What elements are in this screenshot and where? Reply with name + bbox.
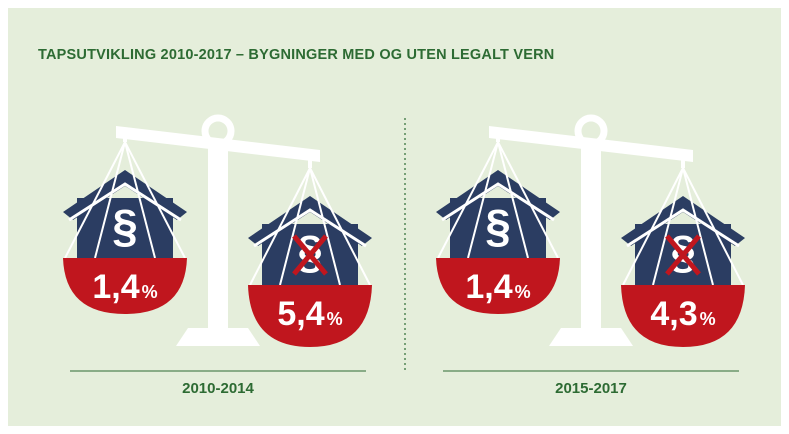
- value-number: 1,4: [92, 268, 139, 306]
- period-label: 2015-2017: [555, 380, 627, 397]
- scale-post: [581, 140, 601, 332]
- section-icon: §: [485, 200, 511, 252]
- value-number: 5,4: [277, 295, 324, 333]
- value-unit: %: [142, 282, 158, 302]
- scale-base: [549, 328, 633, 346]
- title: TAPSUTVIKLING 2010-2017 – BYGNINGER MED …: [38, 47, 554, 63]
- infographic: TAPSUTVIKLING 2010-2017 – BYGNINGER MED …: [0, 0, 789, 434]
- scale-post: [208, 140, 228, 332]
- value-number: 1,4: [465, 268, 512, 306]
- value-unit: %: [327, 309, 343, 329]
- value-unit: %: [700, 309, 716, 329]
- scale-base: [176, 328, 260, 346]
- page: TAPSUTVIKLING 2010-2017 – BYGNINGER MED …: [0, 0, 789, 434]
- section-icon: §: [112, 200, 138, 252]
- value-number: 4,3: [650, 295, 697, 333]
- value-unit: %: [515, 282, 531, 302]
- period-label: 2010-2014: [182, 380, 254, 397]
